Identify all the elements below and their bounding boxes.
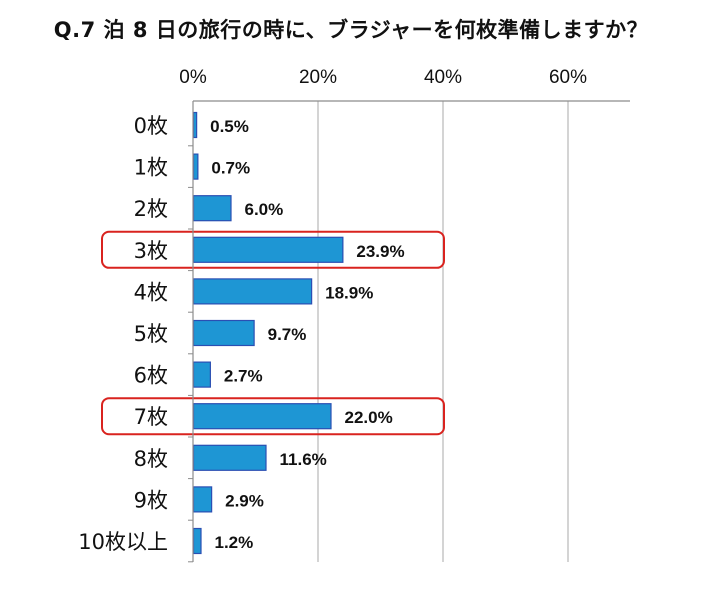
- category-label: 5枚: [134, 322, 168, 346]
- category-label: 4枚: [134, 280, 168, 304]
- bar: [192, 153, 199, 180]
- data-label: 11.6%: [280, 450, 327, 469]
- bar: [192, 319, 255, 347]
- category-label: 1枚: [134, 156, 168, 180]
- category-label: 10枚以上: [78, 530, 168, 554]
- category-label: 6枚: [134, 364, 168, 388]
- highlight-box: [101, 230, 445, 269]
- data-label: 2.7%: [224, 367, 263, 386]
- x-tick-label: 40%: [424, 67, 462, 88]
- bar: [192, 486, 213, 513]
- data-label: 2.9%: [225, 491, 264, 510]
- bar: [192, 278, 313, 305]
- category-label: 8枚: [134, 447, 168, 471]
- data-label: 6.0%: [245, 200, 284, 219]
- data-label: 22.0%: [345, 408, 393, 427]
- category-label: 3枚: [134, 239, 168, 263]
- bar: [192, 195, 232, 222]
- category-label: 9枚: [134, 488, 168, 512]
- x-tick-label: 60%: [549, 67, 587, 88]
- data-label: 0.7%: [211, 159, 250, 178]
- x-tick-label: 20%: [299, 67, 337, 88]
- highlight-box: [101, 397, 445, 436]
- category-label: 7枚: [134, 405, 168, 429]
- category-label: 0枚: [134, 114, 168, 138]
- bar: [192, 236, 344, 263]
- bar: [192, 444, 267, 471]
- bar: [192, 527, 202, 555]
- bar: [192, 111, 198, 139]
- chart-title: Q.7 泊 8 日の旅行の時に、ブラジャーを何枚準備しますか？: [53, 18, 649, 42]
- data-label: 9.7%: [268, 325, 307, 344]
- data-label: 18.9%: [325, 283, 373, 302]
- bar: [192, 361, 211, 388]
- data-label: 0.5%: [210, 117, 249, 136]
- category-label: 2枚: [134, 197, 168, 221]
- data-label: 23.9%: [356, 242, 404, 261]
- x-tick-label: 0%: [179, 67, 207, 88]
- bar: [192, 403, 332, 430]
- data-label: 1.2%: [215, 533, 254, 552]
